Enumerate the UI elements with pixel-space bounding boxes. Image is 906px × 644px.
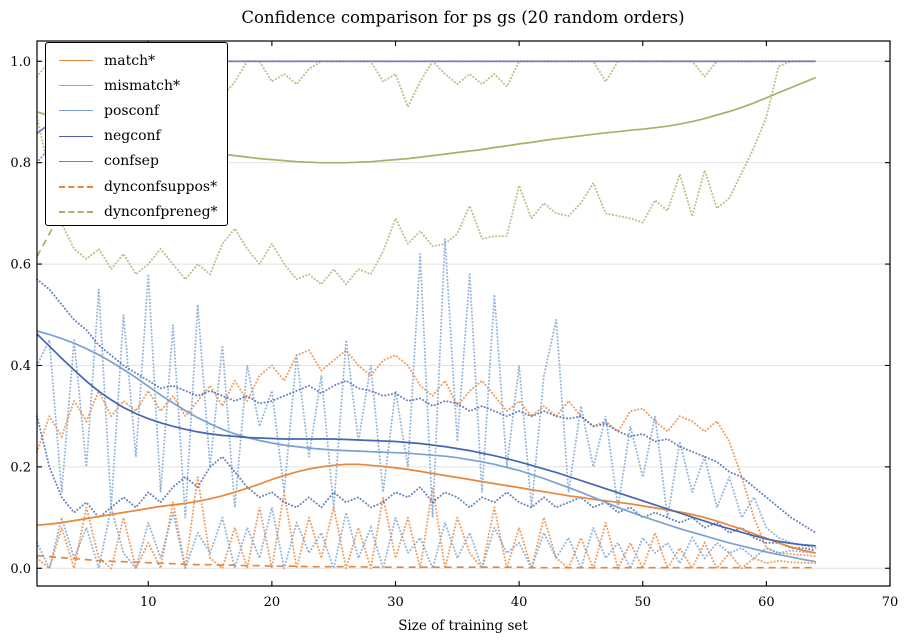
series-posconf-mean [36,330,816,563]
legend-item: confsep [46,149,227,174]
legend-label: confsep [104,153,159,170]
legend-label: match* [104,52,156,69]
legend-label: posconf [104,102,160,119]
y-tick-label: 0.2 [10,460,31,475]
legend-item: dynconfpreneg* [46,199,227,224]
legend-item: mismatch* [46,73,227,98]
plot-border [36,40,891,587]
x-tick-label: 50 [634,595,651,610]
tick-labels: 10 20 30 40 50 60 70 0.0 0.2 0.4 0.6 0.8 1.0 [10,55,898,610]
legend-label: negconf [104,128,161,145]
legend-label: mismatch* [104,77,181,94]
series-posconf-envelope-lower [36,507,817,573]
x-tick-label: 70 [882,595,899,610]
legend: match* mismatch* posconf negconf confsep dync… [45,42,228,226]
y-tick-label: 0.0 [10,562,31,577]
series-negconf-mean [36,333,816,547]
legend-swatch-solid [59,135,93,137]
series-negconf-envelope-upper [36,278,817,534]
legend-item: match* [46,48,227,73]
legend-swatch-dashed [59,210,93,213]
x-tick-label: 20 [264,595,281,610]
chart-title: Confidence comparison for ps gs (20 rand… [241,8,684,27]
series-match-mean [36,463,816,554]
series-mismatch-envelope-lower [36,60,817,286]
legend-item: dynconfsuppos* [46,174,227,199]
x-tick-label: 60 [758,595,775,610]
series-posconf-envelope-upper [36,238,817,549]
legend-swatch-dashed [59,185,93,188]
series-negconf-envelope-lower [36,415,817,552]
x-axis-label: Size of training set [398,618,528,634]
legend-label: dynconfpreneg* [104,203,218,220]
y-tick-label: 0.8 [10,156,31,171]
x-tick-label: 40 [511,595,528,610]
series-dynconfsuppos [36,554,816,569]
legend-swatch-solid [59,160,93,162]
y-tick-label: 0.6 [10,258,31,273]
x-tick-label: 30 [387,595,404,610]
y-tick-label: 0.4 [10,359,31,374]
axes-spines [36,40,891,587]
legend-swatch-solid [59,60,93,62]
legend-item: posconf [46,98,227,123]
y-tick-label: 1.0 [10,55,31,70]
x-tick-label: 10 [140,595,157,610]
legend-label: dynconfsuppos* [104,178,218,195]
legend-swatch-solid [59,110,93,112]
legend-item: negconf [46,124,227,149]
legend-swatch-solid [59,85,93,87]
